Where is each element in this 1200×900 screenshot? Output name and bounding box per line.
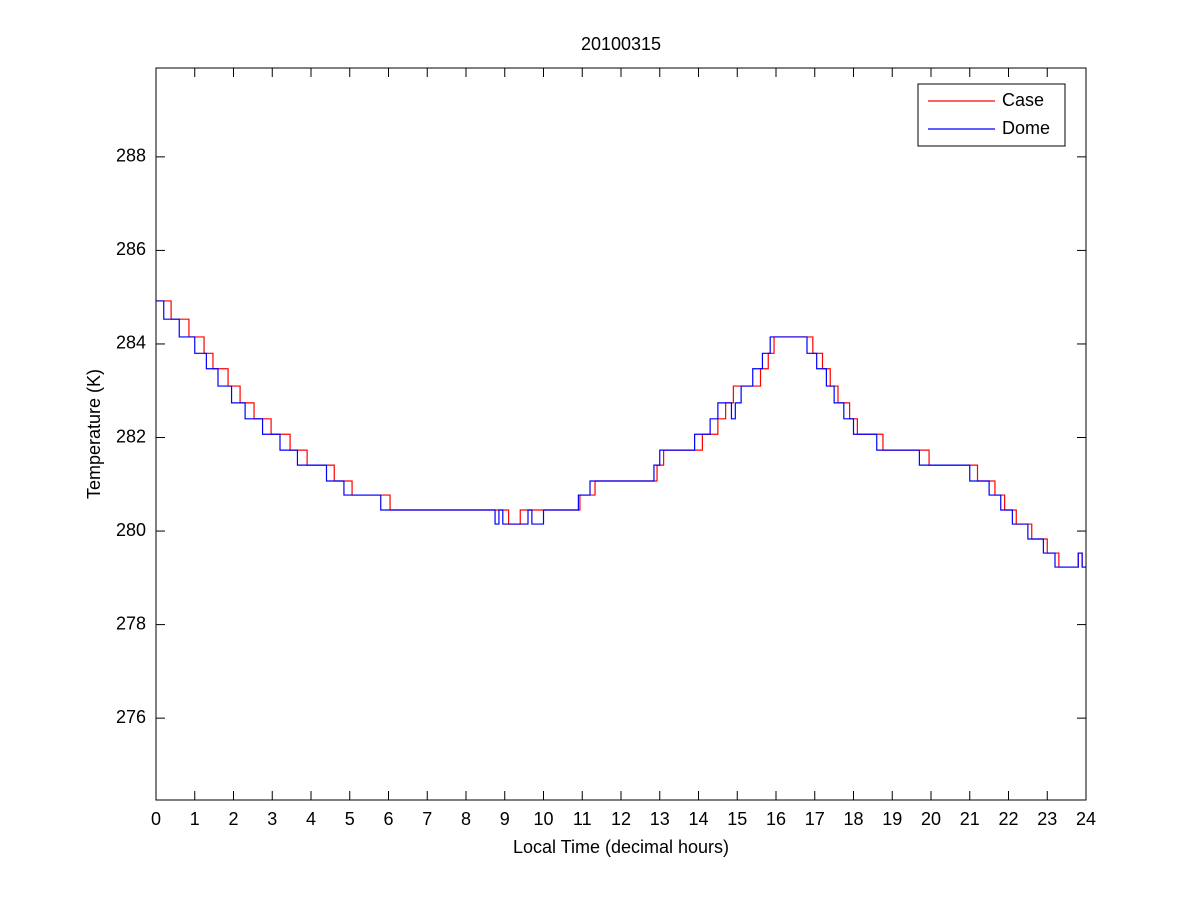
x-tick-label: 19 <box>882 809 902 829</box>
x-tick-label: 3 <box>267 809 277 829</box>
x-axis-label: Local Time (decimal hours) <box>513 837 729 857</box>
legend-label: Dome <box>1002 118 1050 138</box>
x-tick-label: 15 <box>727 809 747 829</box>
x-tick-label: 18 <box>843 809 863 829</box>
legend-label: Case <box>1002 90 1044 110</box>
x-tick-label: 4 <box>306 809 316 829</box>
y-tick-label: 288 <box>116 146 146 166</box>
x-tick-label: 8 <box>461 809 471 829</box>
x-tick-label: 24 <box>1076 809 1096 829</box>
x-tick-label: 2 <box>228 809 238 829</box>
chart-title: 20100315 <box>581 34 661 54</box>
x-tick-label: 1 <box>190 809 200 829</box>
x-tick-label: 6 <box>383 809 393 829</box>
x-tick-label: 9 <box>500 809 510 829</box>
x-tick-label: 16 <box>766 809 786 829</box>
y-tick-label: 282 <box>116 426 146 446</box>
y-tick-label: 276 <box>116 707 146 727</box>
data-line <box>156 300 1086 568</box>
x-tick-label: 12 <box>611 809 631 829</box>
x-tick-label: 0 <box>151 809 161 829</box>
x-tick-label: 5 <box>345 809 355 829</box>
plot-frame <box>155 67 1087 801</box>
x-tick-label: 11 <box>573 809 592 829</box>
y-axis-label: Temperature (K) <box>84 369 104 499</box>
x-tick-label: 21 <box>960 809 980 829</box>
legend-box <box>917 83 1066 147</box>
x-tick-label: 14 <box>688 809 708 829</box>
x-tick-label: 7 <box>422 809 432 829</box>
y-tick-label: 286 <box>116 239 146 259</box>
x-tick-label: 10 <box>533 809 553 829</box>
y-tick-label: 284 <box>116 333 146 353</box>
x-tick-label: 23 <box>1037 809 1057 829</box>
x-tick-label: 17 <box>805 809 825 829</box>
x-tick-label: 13 <box>650 809 670 829</box>
x-tick-label: 22 <box>998 809 1018 829</box>
x-tick-label: 20 <box>921 809 941 829</box>
y-tick-label: 278 <box>116 613 146 633</box>
y-tick-label: 280 <box>116 520 146 540</box>
